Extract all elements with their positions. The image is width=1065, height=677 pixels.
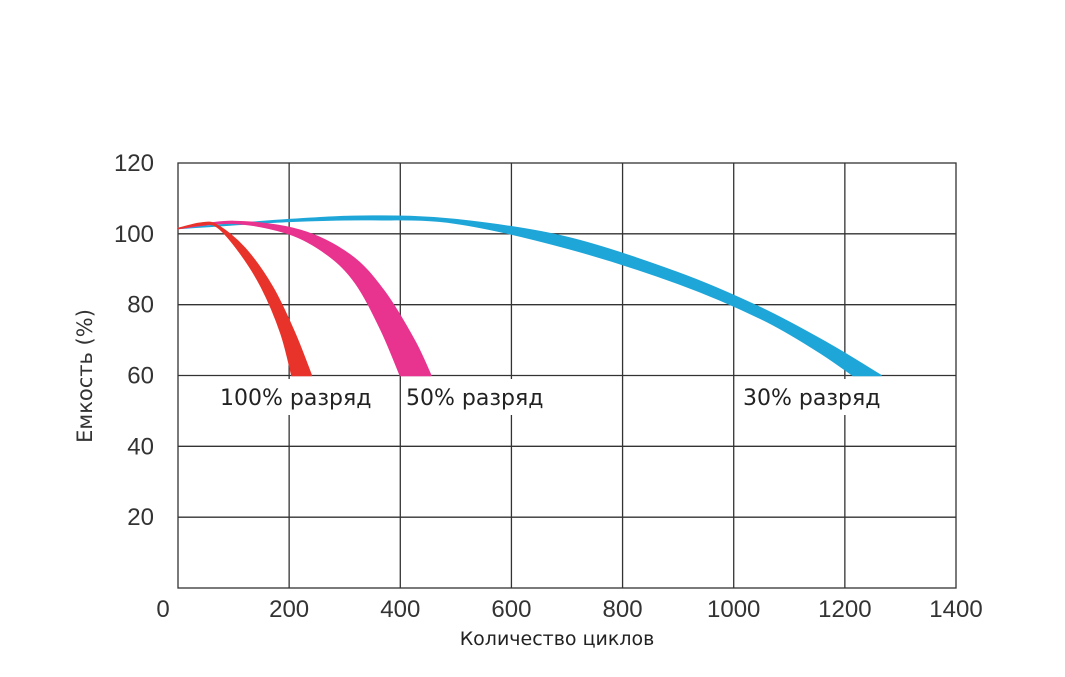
grid: [177, 162, 957, 589]
annotation-30-discharge: 30% разряд: [743, 386, 880, 411]
x-tick-label: 1000: [707, 596, 760, 623]
series-bands: [177, 215, 882, 377]
tick-labels: 0 200 400 600 800 1000 1200 1400 20 40 60 80 100 120: [114, 150, 983, 623]
series-band-1: [177, 220, 432, 377]
x-tick-label: 800: [603, 596, 643, 623]
y-tick-label: 40: [127, 433, 154, 460]
y-tick-label: 100: [114, 221, 154, 248]
x-tick-label: 1400: [929, 596, 982, 623]
x-tick-label: 1200: [818, 596, 871, 623]
annotation-100-discharge: 100% разряд: [220, 386, 371, 411]
x-tick-label: 600: [491, 596, 531, 623]
series-band-2: [177, 215, 882, 377]
x-tick-label: 400: [380, 596, 420, 623]
annotation-bg-50: [401, 379, 561, 415]
x-tick-label: 0: [156, 596, 169, 623]
annotation-bg-30: [737, 379, 899, 415]
y-tick-label: 60: [127, 363, 154, 390]
y-tick-label: 20: [127, 504, 154, 531]
annotation-50-discharge: 50% разряд: [406, 386, 543, 411]
y-tick-label: 120: [114, 150, 154, 177]
annotation-bg-100: [214, 379, 386, 415]
x-tick-label: 200: [269, 596, 309, 623]
annotations: 100% разряд 50% разряд 30% разряд: [214, 379, 899, 415]
x-axis-label: Количество циклов: [460, 628, 655, 650]
y-tick-label: 80: [127, 292, 154, 319]
series-band-0: [177, 221, 313, 377]
y-axis-label: Емкость (%): [73, 309, 97, 443]
